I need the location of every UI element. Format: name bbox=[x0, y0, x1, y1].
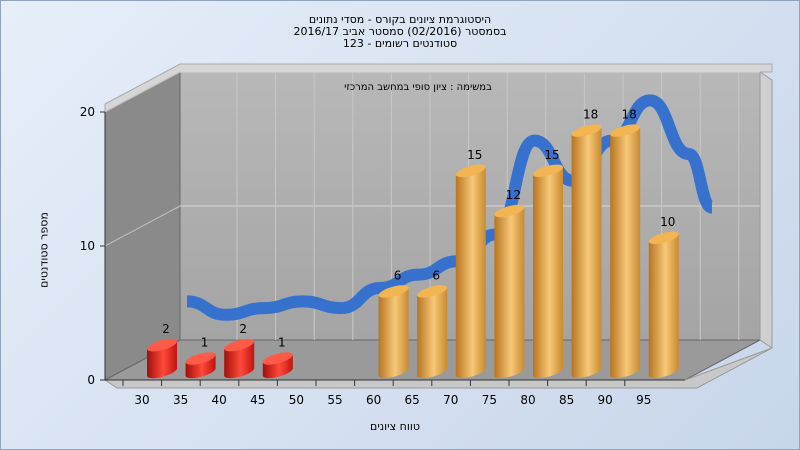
bar-value-label: 6 bbox=[394, 268, 402, 282]
bar-cap bbox=[571, 124, 602, 137]
x-tick-label: 55 bbox=[327, 393, 342, 407]
bar-80 bbox=[533, 164, 563, 379]
bar-value-label: 18 bbox=[583, 108, 598, 122]
bar-value-label: 2 bbox=[239, 322, 247, 336]
x-axis-label: טווח ציונים bbox=[370, 420, 420, 433]
bar-95 bbox=[648, 231, 679, 379]
bar-cap bbox=[147, 338, 177, 352]
bar-cap bbox=[224, 338, 255, 352]
chart-right-rim bbox=[759, 71, 773, 349]
x-tick-label: 40 bbox=[212, 393, 227, 407]
bar-body bbox=[533, 167, 563, 379]
bar-cap bbox=[610, 124, 641, 137]
x-tick-label: 95 bbox=[636, 393, 651, 407]
x-tick-label: 90 bbox=[598, 393, 613, 407]
chart-annotation: במשימה : ציון סופי במחשב המרכזי bbox=[344, 82, 492, 93]
x-tick-label: 85 bbox=[559, 393, 574, 407]
x-tick-label: 35 bbox=[173, 393, 188, 407]
bar-body bbox=[610, 126, 641, 379]
x-tick-label: 80 bbox=[520, 393, 535, 407]
bar-body bbox=[455, 167, 486, 379]
chart-title-line-1: היסטוגרמת ציונים בקורס - מסדי נתונים bbox=[308, 13, 492, 26]
x-tick-label: 30 bbox=[134, 393, 149, 407]
bar-70 bbox=[455, 164, 486, 379]
bar-85 bbox=[571, 124, 602, 379]
bar-value-label: 12 bbox=[506, 188, 521, 202]
bar-cap bbox=[494, 204, 525, 218]
bar-body bbox=[417, 287, 448, 379]
bar-40 bbox=[224, 338, 255, 379]
bar-cap bbox=[185, 352, 216, 365]
bar-cap bbox=[455, 164, 486, 178]
bar-90 bbox=[610, 124, 641, 379]
y-axis-label: מספר סטודנטים bbox=[37, 212, 51, 288]
bar-cap bbox=[648, 231, 679, 245]
x-tick-label: 70 bbox=[443, 393, 458, 407]
bar-35 bbox=[185, 352, 216, 379]
bar-65 bbox=[417, 285, 448, 379]
x-tick-label: 45 bbox=[250, 393, 265, 407]
bar-value-label: 10 bbox=[660, 215, 675, 229]
bar-value-label: 2 bbox=[162, 322, 170, 336]
x-tick-label: 75 bbox=[482, 393, 497, 407]
bar-value-label: 1 bbox=[201, 336, 209, 350]
bar-body bbox=[648, 234, 679, 379]
bar-cap bbox=[417, 285, 448, 298]
bar-60 bbox=[378, 285, 409, 379]
bar-30 bbox=[147, 338, 177, 379]
bar-body bbox=[571, 126, 602, 379]
chart-title-line-2: בסמסטר (02/2016) סמסטר אביב 2016/17 bbox=[293, 25, 507, 38]
bar-value-label: 1 bbox=[278, 336, 286, 350]
bar-cap bbox=[378, 285, 409, 298]
bar-value-label: 6 bbox=[432, 268, 440, 282]
x-tick-label: 50 bbox=[289, 393, 304, 407]
bar-cap bbox=[533, 164, 563, 178]
bar-body bbox=[378, 287, 409, 379]
bar-cap bbox=[262, 352, 293, 365]
x-tick-label: 60 bbox=[366, 393, 381, 407]
bar-value-label: 18 bbox=[622, 108, 637, 122]
chart-title-line-3: סטודנטים רשומים - 123 bbox=[342, 37, 458, 50]
bar-75 bbox=[494, 204, 525, 379]
bar-value-label: 15 bbox=[544, 148, 559, 162]
x-tick-label: 65 bbox=[405, 393, 420, 407]
bar-body bbox=[494, 207, 525, 379]
grid-line-h-side bbox=[104, 205, 181, 247]
bar-value-label: 15 bbox=[467, 148, 482, 162]
y-tick-label: 0 bbox=[87, 373, 95, 387]
grid-line-h-side bbox=[104, 71, 181, 113]
y-tick-label: 20 bbox=[80, 105, 95, 119]
bar-45 bbox=[262, 352, 293, 379]
y-tick-label: 10 bbox=[80, 239, 95, 253]
